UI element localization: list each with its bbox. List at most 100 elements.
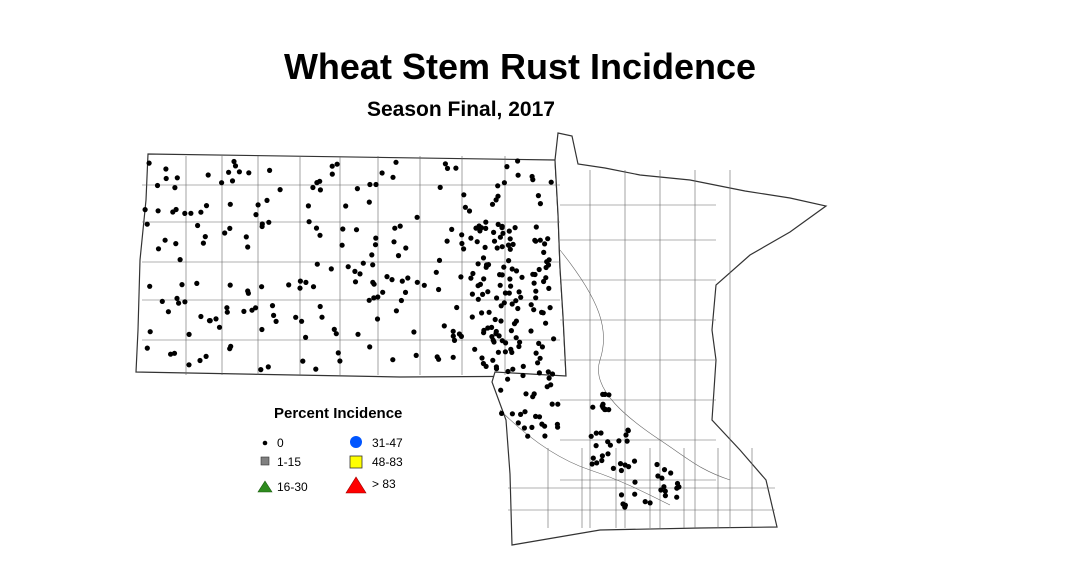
sample-site-dot: [245, 244, 251, 250]
legend-item-1-15: 1-15: [277, 455, 301, 469]
sample-site-dot: [200, 240, 206, 246]
sample-site-dot: [509, 301, 515, 307]
sample-site-dot: [598, 430, 604, 436]
sample-site-dot: [507, 236, 513, 242]
sample-site-dot: [177, 257, 183, 263]
sample-site-dot: [339, 242, 345, 248]
sample-site-dot: [495, 183, 501, 189]
legend-title: Percent Incidence: [274, 405, 403, 422]
sample-site-dot: [154, 182, 161, 189]
sample-site-dot: [398, 297, 404, 304]
sample-site-dot: [226, 169, 232, 175]
sample-site-dot: [506, 258, 512, 264]
sample-site-dot: [504, 164, 510, 170]
sample-site-dot: [551, 336, 557, 342]
sample-site-dot: [521, 425, 528, 431]
sample-site-dot: [618, 467, 625, 474]
sample-site-dot: [243, 234, 249, 240]
sample-site-dot: [232, 163, 239, 169]
sample-site-dot: [299, 318, 305, 324]
sample-site-dot: [528, 328, 534, 334]
sample-site-dot: [300, 358, 306, 364]
sample-site-dot: [543, 320, 549, 326]
sample-site-dot: [227, 201, 233, 207]
sample-site-dot: [513, 298, 519, 304]
sample-site-dot: [179, 282, 185, 288]
sample-site-dot: [513, 335, 519, 341]
sample-site-dot: [548, 179, 554, 185]
sample-site-dot: [397, 223, 403, 229]
sample-site-dot: [333, 331, 339, 337]
sample-site-dot: [533, 288, 539, 294]
sample-site-dot: [493, 328, 499, 335]
sample-site-dot: [508, 283, 514, 289]
legend-symbol-gt-83: [345, 476, 367, 494]
sample-site-dot: [507, 276, 513, 282]
sample-site-dot: [632, 491, 638, 497]
sample-site-dot: [411, 329, 417, 335]
sample-site-dot: [188, 210, 194, 216]
sample-site-dot: [374, 316, 381, 322]
sample-site-dot: [522, 409, 528, 415]
sample-site-dot: [393, 159, 399, 165]
map-subtitle: Season Final, 2017: [367, 98, 555, 121]
sample-site-dot: [163, 166, 169, 172]
sample-site-dot: [461, 246, 467, 252]
sample-site-dot: [372, 242, 379, 248]
sample-site-dot: [600, 391, 606, 397]
sample-site-dot: [313, 225, 320, 231]
sample-site-dot: [293, 314, 299, 320]
sample-site-dot: [442, 161, 448, 167]
sample-site-dot: [593, 430, 599, 436]
sample-site-dot: [531, 307, 537, 313]
sample-site-dot: [480, 360, 486, 367]
sample-site-dot: [297, 285, 303, 291]
sample-site-dot: [259, 284, 265, 290]
sample-site-dot: [441, 323, 447, 329]
sample-site-dot: [496, 333, 502, 339]
sample-site-dot: [249, 307, 255, 313]
sample-site-dot: [451, 337, 458, 343]
sample-site-dot: [547, 305, 553, 311]
sample-sites: [142, 158, 682, 510]
sample-site-dot: [606, 407, 612, 413]
sample-site-dot: [533, 224, 539, 230]
river-boundary: [499, 409, 671, 506]
sample-site-dot: [436, 257, 443, 263]
sample-site-dot: [509, 266, 515, 272]
legend-item-48-83: 48-83: [372, 455, 403, 469]
sample-site-dot: [370, 262, 376, 268]
sample-site-dot: [366, 297, 372, 303]
sample-site-dot: [499, 244, 505, 250]
sample-site-dot: [509, 411, 515, 417]
sample-site-dot: [533, 350, 539, 356]
sample-site-dot: [216, 324, 223, 330]
sample-site-dot: [176, 300, 182, 306]
legend-symbol-31-47: [350, 436, 362, 448]
sample-site-dot: [605, 451, 611, 457]
sample-site-dot: [450, 354, 456, 360]
sample-site-dot: [389, 277, 395, 283]
sample-site-dot: [501, 300, 507, 306]
sample-site-dot: [147, 329, 153, 335]
sample-site-dot: [231, 158, 237, 165]
sample-site-dot: [616, 438, 622, 444]
legend-label-0: 0: [277, 436, 284, 450]
sample-site-dot: [459, 232, 465, 238]
sample-site-dot: [297, 278, 303, 284]
sample-site-dot: [390, 357, 396, 363]
sample-site-dot: [483, 225, 489, 231]
sample-site-dot: [624, 438, 630, 444]
sample-site-dot: [259, 326, 265, 333]
sample-site-dot: [255, 202, 261, 208]
sample-site-dot: [497, 282, 503, 288]
sample-site-dot: [546, 375, 552, 381]
sample-site-dot: [414, 279, 420, 285]
sample-site-dot: [310, 184, 316, 191]
legend-item-31-47: 31-47: [372, 436, 403, 450]
sample-site-dot: [549, 371, 556, 377]
sample-site-dot: [384, 274, 390, 280]
sample-site-dot: [548, 382, 554, 388]
sample-site-dot: [194, 280, 200, 286]
sample-site-dot: [462, 204, 468, 210]
